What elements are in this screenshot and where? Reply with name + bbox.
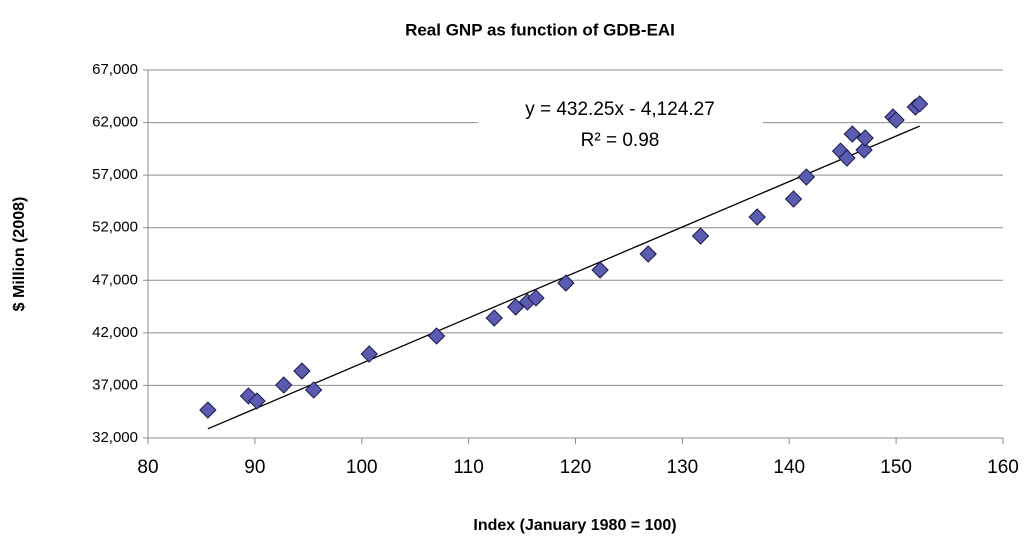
point (293, 362, 311, 380)
point (248, 392, 266, 410)
point (427, 327, 446, 345)
x-tick-label: 100 (346, 457, 378, 478)
point (843, 125, 862, 143)
y-tick-label: 47,000 (92, 271, 138, 288)
point (527, 289, 545, 307)
point (304, 381, 323, 399)
x-tick-label: 90 (244, 457, 265, 478)
y-tick-label: 52,000 (92, 219, 138, 236)
point (591, 261, 609, 279)
point (639, 245, 657, 263)
point (797, 168, 816, 186)
x-axis-title: Index (January 1980 = 100) (473, 517, 676, 534)
point (360, 345, 378, 363)
point (275, 376, 293, 394)
point (748, 208, 766, 226)
y-tick-label: 32,000 (92, 429, 138, 446)
y-tick-label: 37,000 (92, 376, 138, 393)
equation-box (478, 90, 763, 156)
point (199, 401, 217, 419)
point (887, 111, 905, 129)
point (557, 274, 575, 292)
point (910, 95, 929, 113)
point (838, 149, 856, 167)
point (691, 227, 710, 245)
point (784, 190, 803, 208)
x-tick-label: 140 (773, 457, 805, 478)
x-tick-label: 120 (560, 457, 592, 478)
y-tick-label: 67,000 (92, 61, 138, 78)
plot (199, 95, 929, 430)
x-tick-label: 110 (453, 457, 483, 478)
grid: 32,000 37,000 42,000 47,000 52,000 57,000 62,0… (92, 61, 1019, 478)
x-tick-label: 160 (987, 457, 1019, 478)
trendline-equation: y = 432.25x - 4,124.27 (525, 99, 715, 120)
point (856, 129, 874, 147)
point (855, 141, 873, 159)
x-tick-label: 80 (137, 457, 158, 478)
point (485, 309, 503, 327)
trendline-r2: R² = 0.98 (581, 130, 660, 151)
y-tick-label: 57,000 (92, 166, 138, 183)
x-tick-label: 130 (667, 457, 699, 478)
y-tick-label: 42,000 (92, 324, 138, 341)
point (506, 298, 525, 316)
chart-title: Real GNP as function of GDB-EAI (405, 20, 675, 39)
x-tick-label: 150 (880, 457, 912, 478)
y-tick-label: 62,000 (92, 114, 138, 131)
y-axis-title: $ Million (2008) (11, 197, 28, 312)
